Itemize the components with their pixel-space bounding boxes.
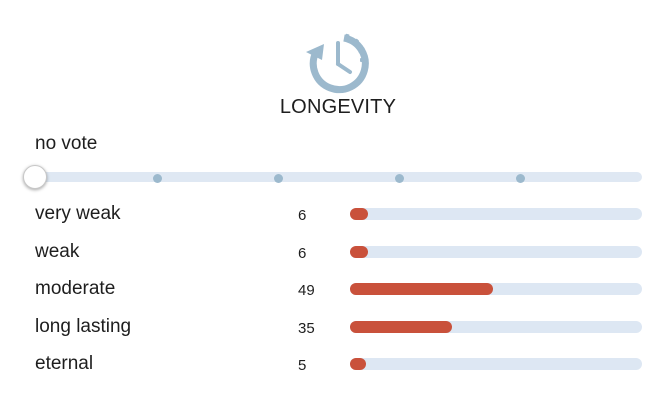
result-label: eternal — [35, 353, 94, 374]
result-label: weak — [35, 241, 80, 262]
result-count: 6 — [298, 245, 307, 262]
result-label: moderate — [35, 278, 116, 299]
result-bar-fill — [350, 246, 368, 258]
result-bar-fill — [350, 321, 453, 333]
result-row: long lasting 35 — [0, 316, 662, 346]
result-count: 35 — [298, 320, 315, 337]
vote-slider-thumb[interactable] — [23, 165, 47, 189]
result-bar-fill — [350, 208, 368, 220]
vote-status-label: no vote — [35, 133, 98, 154]
clock-history-icon — [304, 30, 372, 94]
result-bar-track — [350, 208, 642, 220]
vote-slider-track[interactable] — [35, 172, 642, 182]
slider-step-dot[interactable] — [394, 174, 404, 183]
slider-step-dot[interactable] — [152, 174, 162, 183]
result-bar-track — [350, 321, 642, 333]
result-count: 49 — [298, 282, 315, 299]
result-row: moderate 49 — [0, 278, 662, 308]
slider-step-dot[interactable] — [273, 174, 283, 183]
result-label: very weak — [35, 203, 121, 224]
result-count: 5 — [298, 357, 307, 374]
result-bar-fill — [350, 358, 366, 370]
slider-step-dot[interactable] — [515, 174, 525, 183]
result-bar-fill — [350, 283, 494, 295]
result-label: long lasting — [35, 316, 132, 337]
result-bar-track — [350, 246, 642, 258]
result-bar-track — [350, 358, 642, 370]
result-row: eternal 5 — [0, 353, 662, 383]
result-count: 6 — [298, 207, 307, 224]
result-row: very weak 6 — [0, 203, 662, 233]
result-row: weak 6 — [0, 241, 662, 271]
page-title: LONGEVITY — [279, 96, 397, 118]
result-bar-track — [350, 283, 642, 295]
